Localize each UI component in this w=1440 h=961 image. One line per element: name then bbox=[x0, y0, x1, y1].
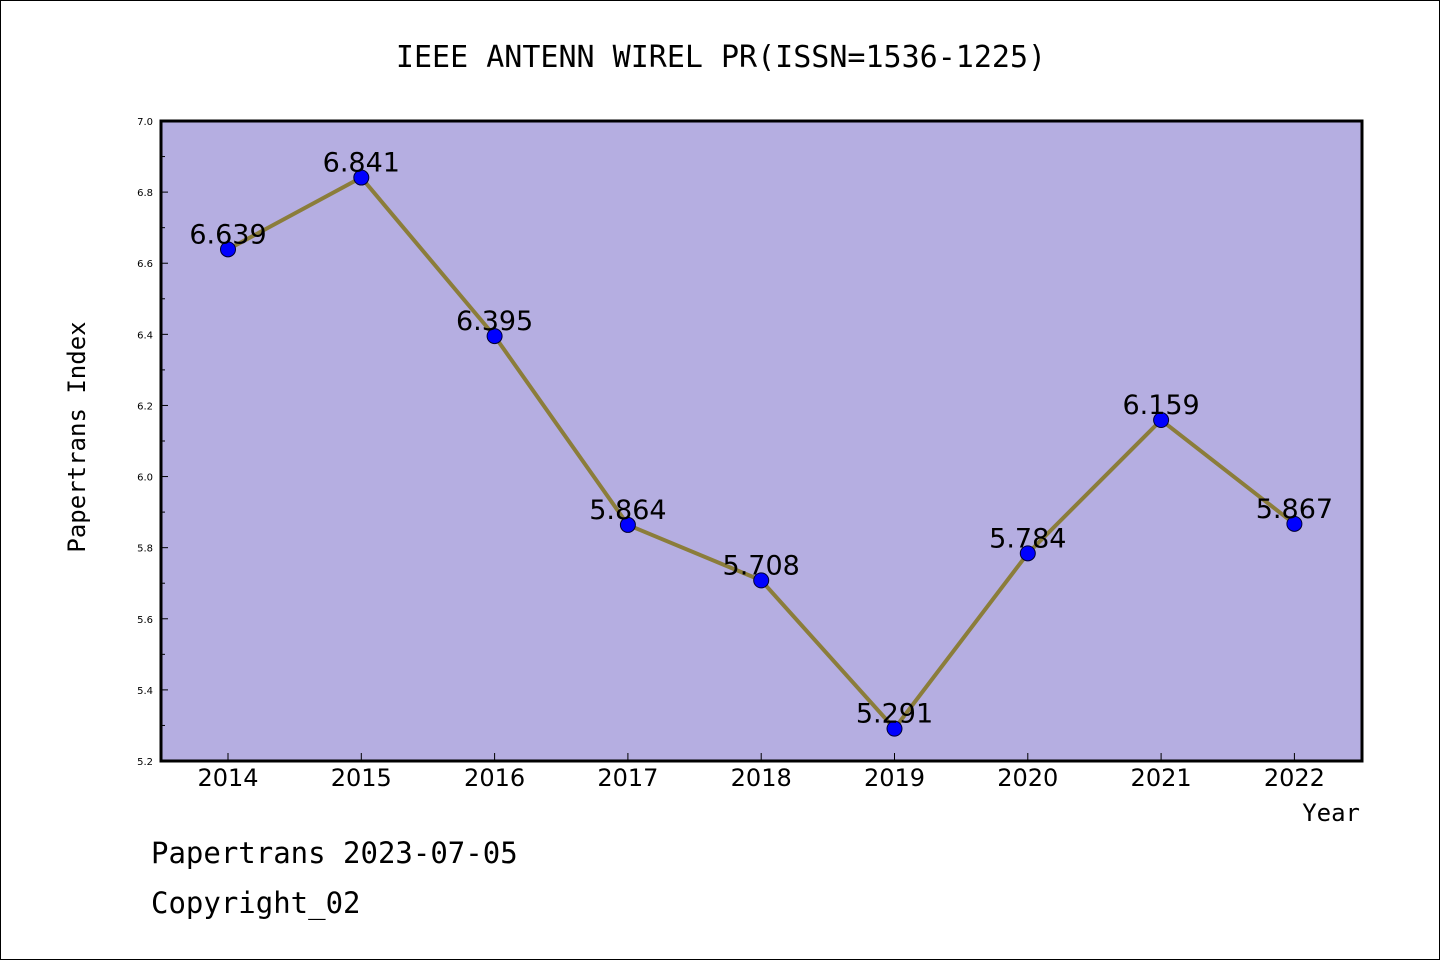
x-tick-label: 2018 bbox=[731, 764, 792, 792]
plot-border bbox=[159, 119, 1364, 763]
y-tick-label: 5.2 bbox=[137, 757, 153, 768]
x-tick-label: 2017 bbox=[597, 764, 658, 792]
data-label: 6.639 bbox=[189, 219, 266, 250]
y-tick-label: 6.2 bbox=[137, 401, 153, 412]
data-point bbox=[353, 169, 370, 186]
x-tick-label: 2016 bbox=[464, 764, 525, 792]
x-tick-label: 2015 bbox=[331, 764, 392, 792]
data-point bbox=[1153, 412, 1170, 429]
y-axis: 5.2 5.4 5.6 5.8 6.0 6.2 6.4 6.6 6.8 7.0 bbox=[137, 117, 168, 768]
y-tick-label: 5.4 bbox=[137, 686, 153, 697]
data-point bbox=[486, 328, 503, 345]
data-label: 6.159 bbox=[1122, 390, 1199, 421]
y-tick-label: 6.4 bbox=[137, 330, 153, 341]
y-tick-label: 6.0 bbox=[137, 473, 153, 484]
series-layer: 6.639 6.841 6.395 5.864 5.708 5.291 5.784 6.159… bbox=[189, 148, 1333, 737]
data-label: 5.291 bbox=[856, 699, 933, 730]
y-tick-label: 5.8 bbox=[137, 544, 153, 555]
footer-date: Papertrans 2023-07-05 bbox=[151, 836, 518, 870]
data-label: 6.395 bbox=[456, 306, 533, 337]
x-tick-label: 2014 bbox=[197, 764, 258, 792]
data-label: 5.867 bbox=[1256, 494, 1333, 525]
plot-area bbox=[161, 121, 1362, 761]
x-tick-label: 2021 bbox=[1131, 764, 1192, 792]
data-label: 5.708 bbox=[723, 550, 800, 581]
data-point bbox=[753, 572, 770, 589]
x-axis-label: Year bbox=[1302, 799, 1360, 827]
x-tick-label: 2019 bbox=[864, 764, 925, 792]
chart-title: IEEE ANTENN WIREL PR(ISSN=1536-1225) bbox=[396, 40, 1046, 75]
y-tick-label: 5.6 bbox=[137, 615, 153, 626]
x-tick-label: 2020 bbox=[997, 764, 1058, 792]
data-label: 6.841 bbox=[323, 148, 400, 179]
x-axis: 2014 2015 2016 2017 2018 2019 2020 2021 2022 bbox=[197, 753, 1325, 792]
data-point bbox=[1019, 545, 1036, 562]
footer-copyright: Copyright_02 bbox=[151, 886, 361, 920]
data-label: 5.784 bbox=[989, 523, 1066, 554]
data-point bbox=[619, 516, 636, 533]
data-point bbox=[886, 720, 903, 737]
y-tick-label: 7.0 bbox=[137, 117, 153, 128]
data-point bbox=[220, 241, 236, 258]
x-tick-label: 2022 bbox=[1264, 764, 1325, 792]
data-point bbox=[1286, 515, 1303, 532]
y-tick-label: 6.8 bbox=[137, 188, 153, 199]
y-tick-label: 6.6 bbox=[137, 259, 153, 270]
y-axis-label: Papertrans Index bbox=[63, 321, 91, 552]
data-label: 5.864 bbox=[589, 495, 666, 526]
